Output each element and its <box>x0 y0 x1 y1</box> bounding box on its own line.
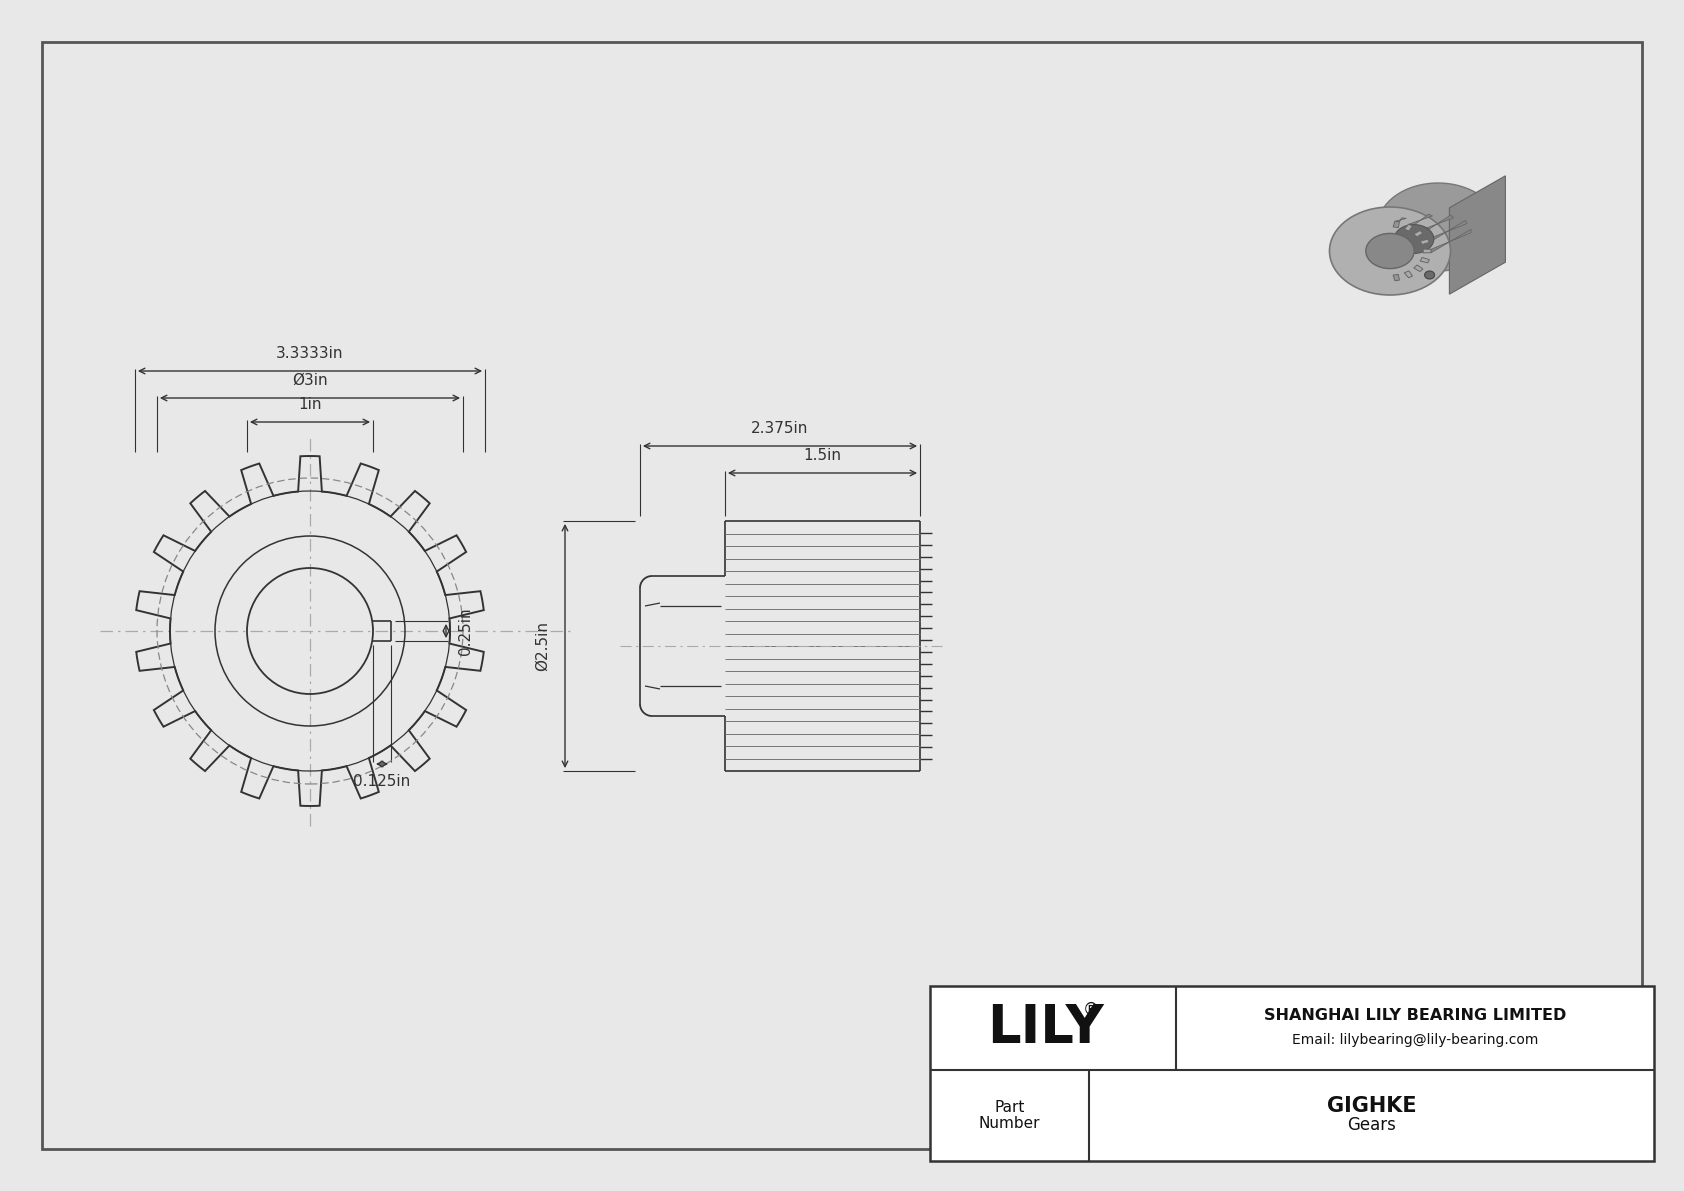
Ellipse shape <box>1378 183 1499 272</box>
Text: Ø3in: Ø3in <box>293 373 328 388</box>
Polygon shape <box>1450 176 1505 294</box>
Ellipse shape <box>1425 272 1435 279</box>
Text: GIGHKE: GIGHKE <box>1327 1096 1416 1116</box>
Polygon shape <box>1393 222 1399 227</box>
Text: Ø2.5in: Ø2.5in <box>536 621 551 671</box>
Polygon shape <box>1404 270 1413 278</box>
Polygon shape <box>1393 274 1399 281</box>
Polygon shape <box>1413 231 1423 237</box>
Polygon shape <box>1420 216 1453 233</box>
Text: LILY: LILY <box>987 1002 1103 1054</box>
Text: Email: lilybearing@lily-bearing.com: Email: lilybearing@lily-bearing.com <box>1292 1033 1537 1047</box>
Polygon shape <box>1423 249 1431 252</box>
Polygon shape <box>1408 214 1433 226</box>
Text: 1.5in: 1.5in <box>803 448 842 463</box>
Polygon shape <box>1404 224 1413 231</box>
Text: SHANGHAI LILY BEARING LIMITED: SHANGHAI LILY BEARING LIMITED <box>1265 1009 1566 1023</box>
Ellipse shape <box>1394 225 1433 254</box>
Ellipse shape <box>1329 207 1450 295</box>
Text: Part: Part <box>995 1100 1026 1115</box>
Text: Gears: Gears <box>1347 1116 1396 1135</box>
Polygon shape <box>1420 257 1430 263</box>
Polygon shape <box>1394 218 1406 222</box>
Text: 0.25in: 0.25in <box>458 607 473 655</box>
Text: 3.3333in: 3.3333in <box>276 347 344 361</box>
Text: 1in: 1in <box>298 397 322 412</box>
Text: Number: Number <box>978 1116 1041 1131</box>
Polygon shape <box>1431 230 1472 252</box>
Polygon shape <box>1413 266 1423 272</box>
Polygon shape <box>930 986 1654 1161</box>
Polygon shape <box>1428 220 1467 242</box>
Text: ®: ® <box>1083 1000 1100 1019</box>
Ellipse shape <box>1366 233 1415 269</box>
Text: 2.375in: 2.375in <box>751 420 808 436</box>
Polygon shape <box>1420 239 1430 244</box>
Text: 0.125in: 0.125in <box>354 774 411 788</box>
